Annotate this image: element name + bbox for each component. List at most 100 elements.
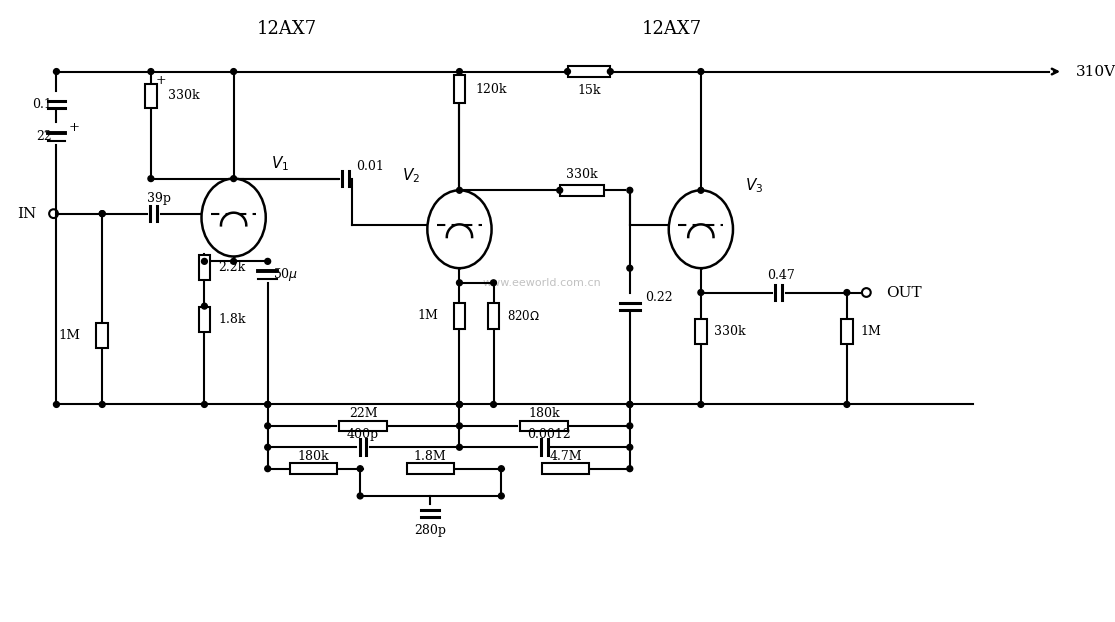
Circle shape bbox=[99, 211, 105, 216]
Circle shape bbox=[627, 265, 632, 271]
Text: 4.7M: 4.7M bbox=[550, 450, 582, 463]
Text: 120k: 120k bbox=[475, 83, 506, 96]
Text: 0.22: 0.22 bbox=[646, 291, 673, 304]
Bar bbox=[568, 66, 610, 77]
Circle shape bbox=[627, 402, 632, 407]
Text: 0.1: 0.1 bbox=[31, 98, 51, 111]
Text: 1M: 1M bbox=[417, 309, 438, 322]
Bar bbox=[290, 463, 337, 474]
Text: 280p: 280p bbox=[415, 524, 446, 537]
Bar bbox=[560, 185, 604, 196]
Text: 180k: 180k bbox=[298, 450, 329, 463]
Text: 180k: 180k bbox=[529, 407, 560, 420]
Circle shape bbox=[608, 68, 613, 75]
Circle shape bbox=[148, 175, 154, 182]
Bar bbox=[520, 420, 569, 431]
Circle shape bbox=[264, 423, 271, 429]
Circle shape bbox=[456, 444, 463, 450]
Bar bbox=[542, 463, 589, 474]
Text: OUT: OUT bbox=[885, 285, 921, 300]
Text: 330k: 330k bbox=[566, 168, 598, 181]
Text: 400p: 400p bbox=[347, 428, 379, 441]
Circle shape bbox=[698, 68, 704, 75]
Text: 0.01: 0.01 bbox=[356, 160, 384, 174]
Text: 0.47: 0.47 bbox=[767, 269, 795, 282]
Bar bbox=[695, 319, 707, 344]
Circle shape bbox=[456, 402, 463, 407]
Text: 22: 22 bbox=[36, 130, 51, 143]
Bar bbox=[96, 323, 108, 348]
Circle shape bbox=[698, 187, 704, 193]
Circle shape bbox=[698, 290, 704, 295]
Circle shape bbox=[99, 211, 105, 216]
Text: 2.2k: 2.2k bbox=[219, 261, 245, 274]
Bar bbox=[198, 254, 211, 280]
Text: 22M: 22M bbox=[349, 407, 377, 420]
Text: 39p: 39p bbox=[147, 192, 171, 205]
Circle shape bbox=[556, 187, 563, 193]
Circle shape bbox=[491, 280, 496, 285]
Ellipse shape bbox=[427, 190, 492, 268]
Circle shape bbox=[264, 466, 271, 471]
Text: 0.0012: 0.0012 bbox=[527, 428, 571, 441]
Circle shape bbox=[357, 493, 363, 499]
Text: 820$\Omega$: 820$\Omega$ bbox=[507, 309, 540, 323]
Bar bbox=[198, 307, 211, 332]
Circle shape bbox=[54, 402, 59, 407]
Circle shape bbox=[264, 402, 271, 407]
Circle shape bbox=[148, 68, 154, 75]
Text: 12AX7: 12AX7 bbox=[258, 20, 318, 38]
Circle shape bbox=[564, 68, 571, 75]
Circle shape bbox=[202, 303, 207, 309]
Circle shape bbox=[231, 175, 236, 182]
Bar bbox=[841, 319, 853, 344]
Text: 330k: 330k bbox=[168, 90, 200, 103]
Text: 330k: 330k bbox=[715, 325, 746, 338]
Circle shape bbox=[264, 444, 271, 450]
Bar bbox=[454, 303, 465, 328]
Text: $V_2$: $V_2$ bbox=[401, 166, 420, 185]
Circle shape bbox=[202, 258, 207, 264]
Circle shape bbox=[231, 258, 236, 264]
Circle shape bbox=[498, 493, 504, 499]
Circle shape bbox=[498, 466, 504, 471]
Circle shape bbox=[99, 402, 105, 407]
Circle shape bbox=[202, 402, 207, 407]
Circle shape bbox=[456, 402, 463, 407]
Text: 1.8M: 1.8M bbox=[414, 450, 447, 463]
Text: 15k: 15k bbox=[578, 83, 601, 96]
Circle shape bbox=[844, 290, 850, 295]
Text: 12AX7: 12AX7 bbox=[641, 20, 701, 38]
Circle shape bbox=[357, 466, 363, 471]
Text: 1.8k: 1.8k bbox=[219, 313, 245, 327]
Circle shape bbox=[264, 258, 271, 264]
Bar bbox=[407, 463, 454, 474]
Text: $V_3$: $V_3$ bbox=[745, 176, 764, 195]
Circle shape bbox=[456, 68, 463, 75]
Text: +: + bbox=[156, 74, 166, 87]
Circle shape bbox=[491, 402, 496, 407]
Circle shape bbox=[627, 187, 632, 193]
Text: www.eeworld.com.cn: www.eeworld.com.cn bbox=[483, 278, 602, 288]
Bar bbox=[454, 75, 465, 103]
Circle shape bbox=[844, 402, 850, 407]
Ellipse shape bbox=[202, 179, 265, 256]
Circle shape bbox=[627, 444, 632, 450]
Bar bbox=[145, 84, 157, 108]
Text: $V_1$: $V_1$ bbox=[271, 155, 290, 174]
Text: 50$\mu$: 50$\mu$ bbox=[272, 266, 298, 284]
Circle shape bbox=[456, 423, 463, 429]
Ellipse shape bbox=[669, 190, 733, 268]
Circle shape bbox=[456, 187, 463, 193]
Bar bbox=[339, 420, 387, 431]
Circle shape bbox=[698, 402, 704, 407]
Circle shape bbox=[456, 280, 463, 285]
Text: +: + bbox=[69, 121, 80, 134]
Text: 1M: 1M bbox=[59, 329, 80, 342]
Circle shape bbox=[627, 466, 632, 471]
Text: 1M: 1M bbox=[861, 325, 881, 338]
Text: IN: IN bbox=[17, 207, 36, 221]
Circle shape bbox=[231, 68, 236, 75]
Bar bbox=[487, 303, 500, 328]
Circle shape bbox=[54, 68, 59, 75]
